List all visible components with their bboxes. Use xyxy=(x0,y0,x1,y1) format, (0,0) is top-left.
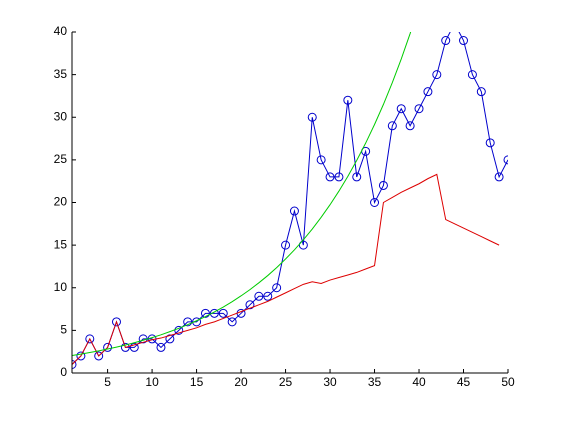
y-tick-label: 25 xyxy=(54,152,68,166)
y-tick-label: 0 xyxy=(60,365,67,379)
data-point xyxy=(441,36,451,46)
data-point xyxy=(209,308,219,318)
data-point xyxy=(254,291,264,301)
data-point xyxy=(218,308,228,318)
data-point xyxy=(387,121,397,131)
data-point xyxy=(307,112,317,122)
y-tick-label: 30 xyxy=(54,109,68,123)
x-tick-label: 10 xyxy=(145,375,159,389)
data-point xyxy=(156,342,166,352)
data-point xyxy=(334,172,344,182)
y-tick-label: 10 xyxy=(54,280,68,294)
data-point xyxy=(378,180,388,190)
series-line xyxy=(72,32,412,357)
y-tick-label: 35 xyxy=(54,67,68,81)
data-point xyxy=(183,317,193,327)
data-point xyxy=(192,317,202,327)
x-tick-label: 40 xyxy=(412,375,426,389)
data-point xyxy=(94,351,104,361)
y-tick-label: 20 xyxy=(54,195,68,209)
data-point xyxy=(343,95,353,105)
data-point xyxy=(200,308,210,318)
y-tick-label: 15 xyxy=(54,237,68,251)
data-point xyxy=(494,172,504,182)
data-point xyxy=(414,104,424,114)
data-point xyxy=(476,87,486,97)
data-point xyxy=(467,70,477,80)
plot-area xyxy=(72,32,508,369)
data-point xyxy=(485,138,495,148)
data-point xyxy=(272,283,282,293)
data-point xyxy=(111,317,121,327)
data-point xyxy=(325,172,335,182)
data-point xyxy=(72,359,77,369)
data-point xyxy=(76,351,86,361)
data-point xyxy=(245,300,255,310)
data-point xyxy=(263,291,273,301)
data-point xyxy=(103,342,113,352)
data-point xyxy=(459,36,469,46)
data-point xyxy=(423,87,433,97)
series-line xyxy=(72,173,500,365)
data-point xyxy=(352,172,362,182)
y-tick-label: 5 xyxy=(60,323,67,337)
data-point xyxy=(281,240,291,250)
data-point xyxy=(227,317,237,327)
x-tick-label: 5 xyxy=(104,375,111,389)
x-tick-label: 20 xyxy=(234,375,248,389)
data-point xyxy=(289,206,299,216)
data-point xyxy=(85,334,95,344)
data-point xyxy=(432,70,442,80)
data-point xyxy=(174,325,184,335)
data-point xyxy=(503,155,508,165)
data-point xyxy=(120,342,130,352)
data-point xyxy=(165,334,175,344)
data-point xyxy=(396,104,406,114)
x-tick-label: 45 xyxy=(457,375,471,389)
x-tick-label: 50 xyxy=(501,375,515,389)
data-point xyxy=(129,342,139,352)
y-tick-label: 40 xyxy=(54,24,68,38)
data-point xyxy=(370,198,380,207)
data-point xyxy=(316,155,326,165)
x-tick-label: 35 xyxy=(368,375,382,389)
data-point xyxy=(405,121,415,131)
data-point xyxy=(298,240,308,250)
x-tick-label: 25 xyxy=(279,375,293,389)
series-line xyxy=(72,32,508,365)
x-tick-label: 30 xyxy=(323,375,337,389)
x-tick-label: 15 xyxy=(190,375,204,389)
